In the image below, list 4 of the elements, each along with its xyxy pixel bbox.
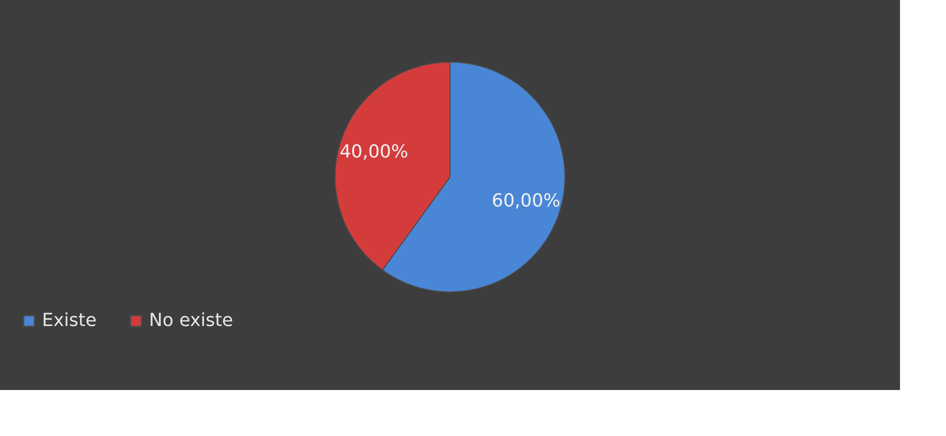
data-label: 60,00% — [492, 190, 560, 212]
data-label: 40,00% — [340, 141, 408, 162]
legend-label: Existe — [42, 310, 97, 331]
legend-label: No existe — [149, 310, 234, 331]
